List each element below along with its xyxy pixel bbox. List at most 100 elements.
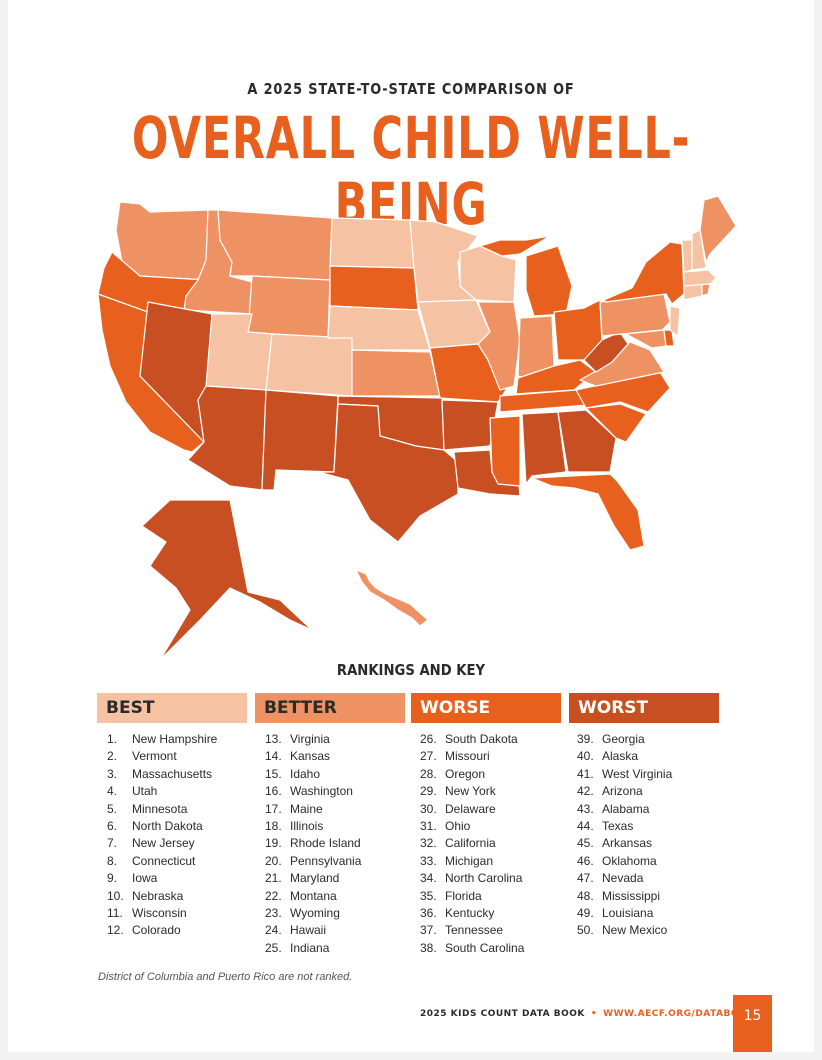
category-best-header: BEST: [97, 693, 247, 723]
page-title: OVERALL CHILD WELL-BEING: [131, 104, 691, 238]
state-name: Illinois: [290, 818, 324, 833]
rank-number: 47.: [577, 871, 594, 886]
ranking-item: 47. Nevada: [577, 870, 672, 887]
state-name: South Dakota: [445, 732, 518, 746]
ranking-item: 7. New Jersey: [107, 835, 217, 852]
state-mississippi: [489, 415, 521, 487]
rank-number: 42.: [577, 784, 594, 799]
rank-number: 45.: [577, 836, 594, 851]
state-name: Wyoming: [290, 905, 340, 920]
state-alaska: [141, 499, 313, 661]
us-choropleth-map: [97, 195, 737, 661]
ranking-item: 21. Maryland: [265, 870, 361, 887]
ranking-item: 2. Vermont: [107, 748, 217, 765]
ranking-item: 27. Missouri: [420, 748, 524, 765]
ranking-item: 10. Nebraska: [107, 888, 217, 905]
state-michigan: [525, 245, 573, 317]
state-name: New Mexico: [602, 923, 668, 938]
state-alabama: [521, 411, 567, 485]
rank-number: 41.: [577, 766, 594, 781]
state-name: California: [445, 836, 496, 851]
rank-number: 39.: [577, 732, 594, 746]
ranking-item: 24. Hawaii: [265, 922, 361, 939]
rank-number: 32.: [420, 836, 437, 851]
ranking-item: 30. Delaware: [420, 801, 524, 818]
ranking-item: 35. Florida: [420, 888, 524, 905]
rank-number: 43.: [577, 801, 594, 816]
rank-number: 31.: [420, 818, 437, 833]
state-name: Maine: [290, 801, 323, 816]
state-name: Nevada: [602, 871, 644, 886]
state-name: Kansas: [290, 749, 331, 764]
state-name: Hawaii: [290, 923, 327, 938]
rank-number: 7.: [107, 836, 118, 851]
state-name: Missouri: [445, 749, 490, 764]
state-name: Maryland: [290, 871, 340, 886]
rank-number: 26.: [420, 732, 437, 746]
state-name: New York: [445, 784, 496, 799]
ranking-item: 4. Utah: [107, 783, 217, 800]
category-worst-header: WORST: [569, 693, 719, 723]
footer-url-link[interactable]: WWW.AECF.ORG/DATABOOK: [603, 1009, 755, 1019]
rank-number: 1.: [107, 732, 118, 746]
ranking-item: 28. Oregon: [420, 766, 524, 783]
rank-number: 4.: [107, 784, 118, 799]
rank-number: 36.: [420, 905, 437, 920]
ranking-item: 9. Iowa: [107, 870, 217, 887]
ranking-item: 20. Pennsylvania: [265, 853, 361, 870]
state-wyoming: [247, 275, 331, 339]
rank-number: 37.: [420, 923, 437, 938]
state-new-mexico: [261, 389, 339, 491]
ranking-item: 5. Minnesota: [107, 801, 217, 818]
category-worse-header: WORSE: [411, 693, 561, 723]
rank-number: 20.: [265, 853, 282, 868]
state-name: Vermont: [132, 749, 177, 764]
state-name: Arkansas: [602, 836, 653, 851]
ranking-item: 22. Montana: [265, 888, 361, 905]
state-name: Georgia: [602, 732, 645, 746]
state-name: South Carolina: [445, 940, 525, 955]
state-name: Washington: [290, 784, 353, 799]
state-maine: [699, 195, 737, 263]
ranking-item: 43. Alabama: [577, 801, 672, 818]
state-hawaii: [355, 569, 429, 627]
state-massachusetts: [683, 269, 717, 287]
rank-number: 27.: [420, 749, 437, 764]
state-name: Delaware: [445, 801, 496, 816]
state-name: Oklahoma: [602, 853, 657, 868]
rank-number: 34.: [420, 871, 437, 886]
state-south-dakota: [329, 265, 419, 311]
ranking-item: 46. Oklahoma: [577, 853, 672, 870]
state-name: Ohio: [445, 818, 471, 833]
rank-number: 15.: [265, 766, 282, 781]
state-name: Nebraska: [132, 888, 184, 903]
state-texas: [317, 403, 459, 543]
state-name: New Hampshire: [132, 732, 218, 746]
state-florida: [531, 473, 645, 551]
ranking-item: 50. New Mexico: [577, 922, 672, 939]
state-montana: [217, 209, 333, 281]
ranking-item: 13. Virginia: [265, 731, 361, 748]
state-name: Florida: [445, 888, 482, 903]
ranking-item: 32. California: [420, 835, 524, 852]
ranking-item: 34. North Carolina: [420, 870, 524, 887]
state-kansas: [351, 349, 441, 397]
state-new-york: [603, 241, 685, 305]
ranking-item: 31. Ohio: [420, 818, 524, 835]
footer-book-title: 2025 KIDS COUNT DATA BOOK: [420, 1009, 585, 1019]
ranking-item: 1. New Hampshire: [107, 731, 217, 748]
state-name: Iowa: [132, 871, 158, 886]
ranking-item: 48. Mississippi: [577, 888, 672, 905]
rank-number: 12.: [107, 923, 124, 938]
ranking-item: 3. Massachusetts: [107, 766, 217, 783]
rank-number: 14.: [265, 749, 282, 764]
state-illinois: [477, 301, 521, 391]
ranking-item: 23. Wyoming: [265, 905, 361, 922]
rank-number: 17.: [265, 801, 282, 816]
rank-number: 10.: [107, 888, 124, 903]
state-new-jersey: [669, 305, 681, 337]
ranking-list-better: 13. Virginia 14. Kansas 15. Idaho 16. Washingto…: [265, 731, 361, 957]
ranking-list-worst: 39. Georgia 40. Alaska 41. West Virginia 42. Ar…: [577, 731, 672, 940]
rank-number: 30.: [420, 801, 437, 816]
ranking-item: 16. Washington: [265, 783, 361, 800]
